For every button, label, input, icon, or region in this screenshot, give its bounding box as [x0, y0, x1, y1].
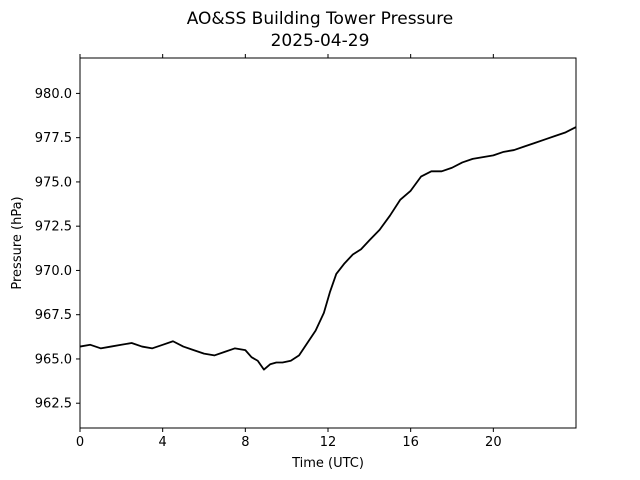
x-axis-title: Time (UTC)	[291, 456, 364, 471]
x-tick-label: 20	[485, 435, 502, 450]
line-layer	[79, 126, 577, 371]
y-tick-label: 975.0	[35, 175, 72, 190]
chart-subtitle: 2025-04-29	[271, 31, 370, 51]
y-tick-label: 977.5	[35, 131, 72, 146]
x-tick-label: 4	[159, 435, 167, 450]
plot-frame	[79, 57, 577, 429]
y-axis-title: Pressure (hPa)	[10, 196, 25, 289]
y-tick-label: 972.5	[35, 220, 72, 235]
y-tick-label: 965.0	[35, 352, 72, 367]
x-tick-label: 8	[241, 435, 249, 450]
pressure-line	[79, 126, 577, 371]
x-tick-label: 0	[76, 435, 84, 450]
x-tick-label: 16	[402, 435, 419, 450]
y-tick-label: 967.5	[35, 308, 72, 323]
y-tick-label: 970.0	[35, 264, 72, 279]
ticks-layer: 0 4 8 12 16 20 962.5 965.0 967.5 970.0 972.5 975.0 9…	[35, 54, 502, 450]
y-tick-label: 962.5	[35, 397, 72, 412]
chart-title: AO&SS Building Tower Pressure	[187, 9, 454, 29]
y-tick-label: 980.0	[35, 87, 72, 102]
x-tick-label: 12	[320, 435, 337, 450]
